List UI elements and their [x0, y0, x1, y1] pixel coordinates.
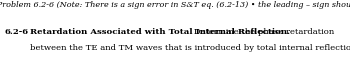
Text: Saleh & Teich Problem 6.2-6 (Note: There is a sign error in S&T eq. (6.2-13) • t: Saleh & Teich Problem 6.2-6 (Note: There…	[0, 1, 350, 9]
Text: 6.2-6: 6.2-6	[4, 28, 28, 36]
Text: between the TE and TM waves that is introduced by total internal reflection at t: between the TE and TM waves that is intr…	[30, 44, 350, 52]
Text: Determine the phase retardation: Determine the phase retardation	[191, 28, 334, 36]
Text: Retardation Associated with Total Internal Reflection.: Retardation Associated with Total Intern…	[30, 28, 290, 36]
